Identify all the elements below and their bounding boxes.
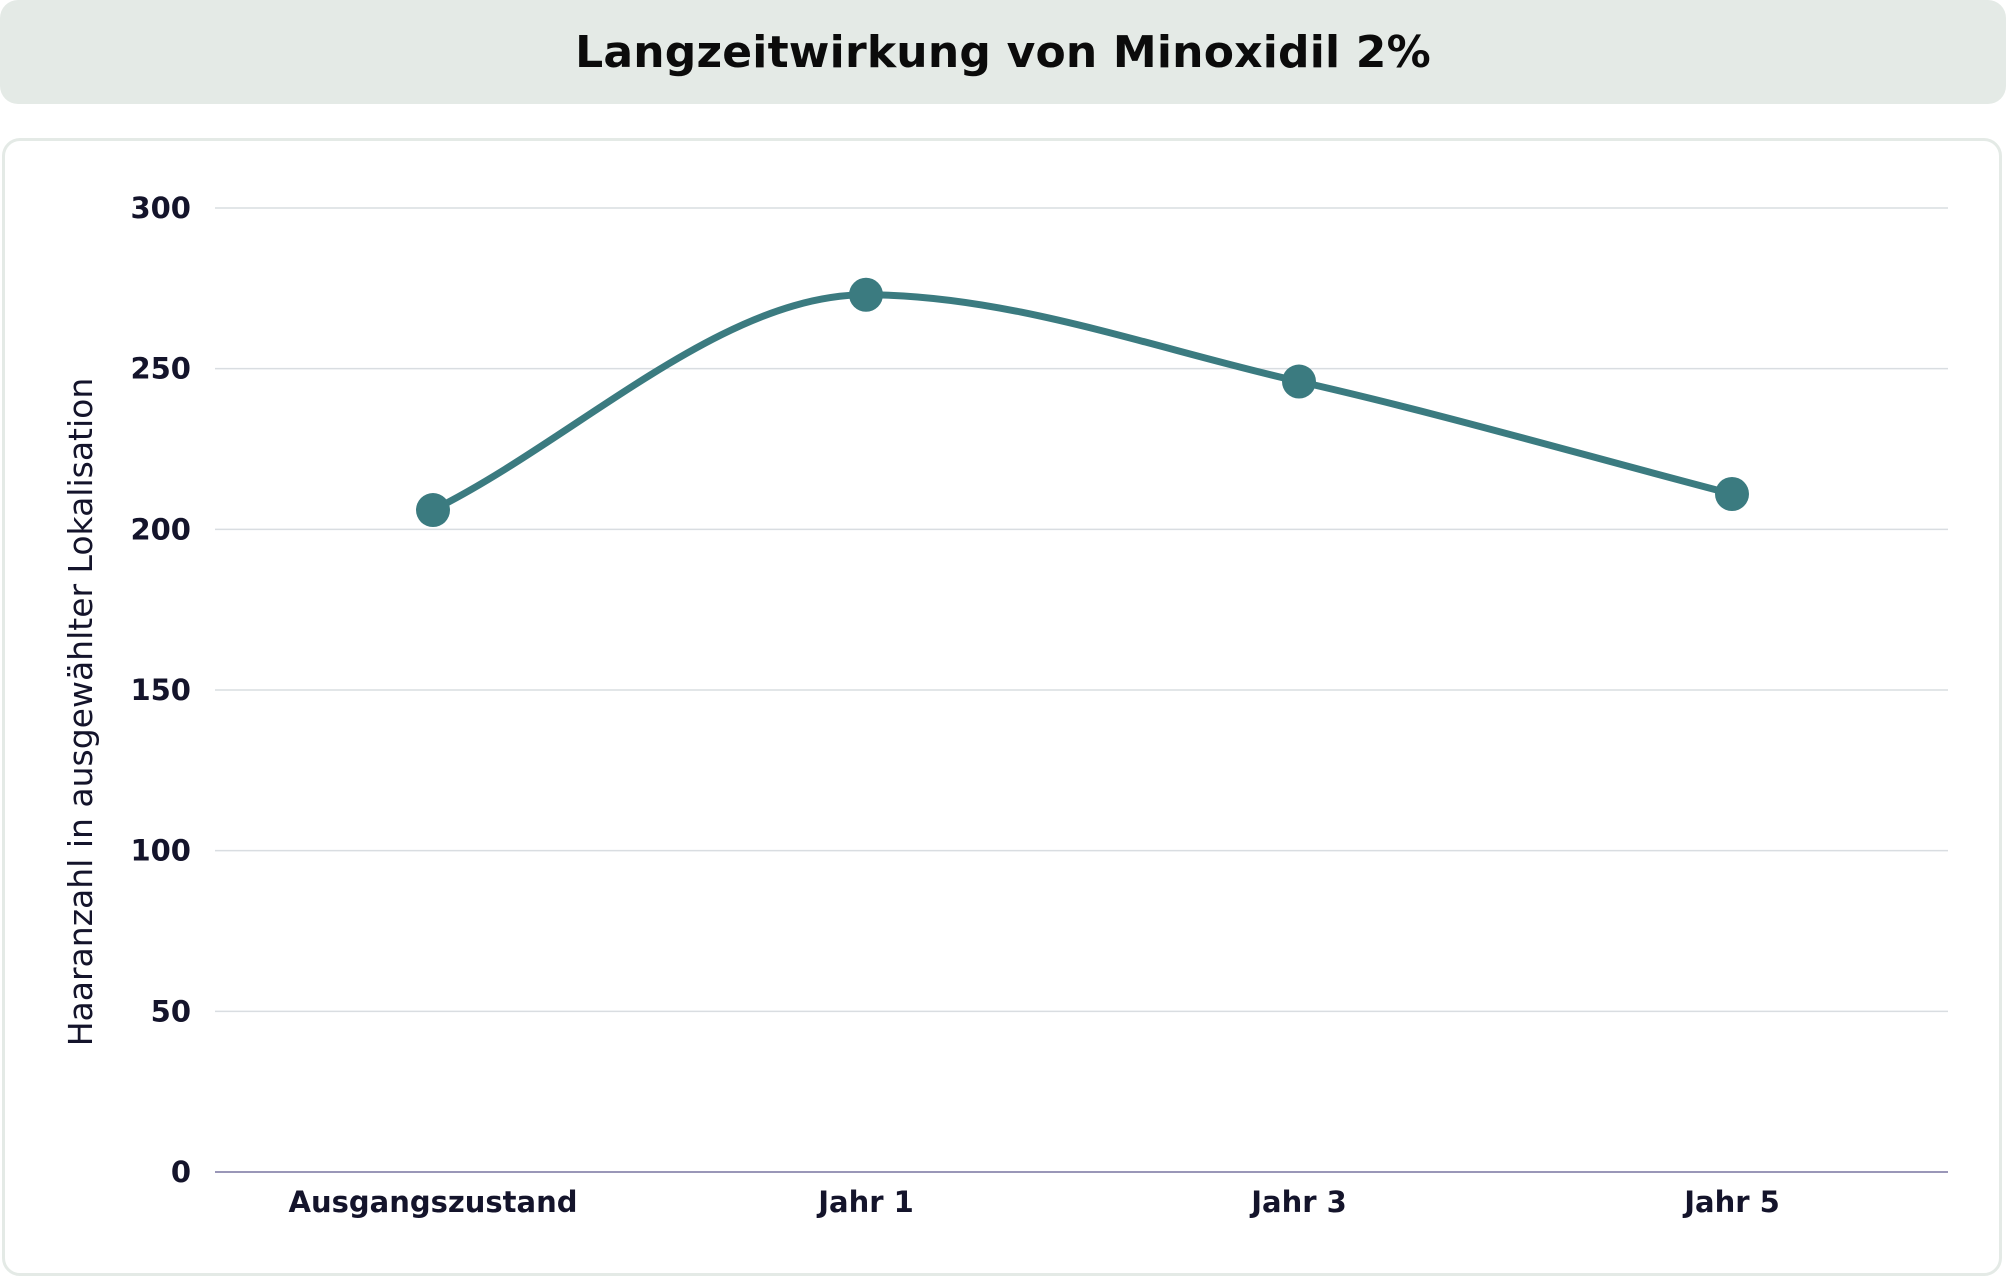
x-tick-label: Ausgangszustand [289, 1185, 578, 1219]
x-tick-label: Jahr 1 [816, 1185, 914, 1219]
y-axis-title: Haaranzahl in ausgewählter Lokalisation [61, 378, 100, 1047]
y-tick-label: 150 [130, 673, 191, 707]
chart-title: Langzeitwirkung von Minoxidil 2% [575, 26, 1431, 78]
y-tick-label: 100 [130, 834, 191, 868]
y-tick-label: 50 [151, 994, 191, 1028]
x-tick-labels: Ausgangszustand Jahr 1 Jahr 3 Jahr 5 [289, 1185, 1780, 1219]
series-line [429, 291, 1736, 514]
y-tick-label: 300 [130, 191, 191, 225]
data-point [416, 493, 450, 528]
series [416, 277, 1749, 528]
data-point [1282, 364, 1316, 399]
chart-panel [2, 138, 2002, 1276]
data-point [1715, 476, 1749, 511]
y-tick-labels: 0 50 100 150 200 250 300 [130, 191, 191, 1189]
data-point [849, 277, 883, 312]
y-tick-label: 0 [171, 1155, 191, 1189]
y-tick-label: 200 [130, 512, 191, 546]
y-tick-label: 250 [130, 352, 191, 386]
x-tick-label: Jahr 3 [1249, 1185, 1347, 1219]
grid-lines [215, 207, 1948, 1013]
chart-title-bar: Langzeitwirkung von Minoxidil 2% [0, 0, 2006, 104]
x-tick-label: Jahr 5 [1682, 1185, 1780, 1219]
